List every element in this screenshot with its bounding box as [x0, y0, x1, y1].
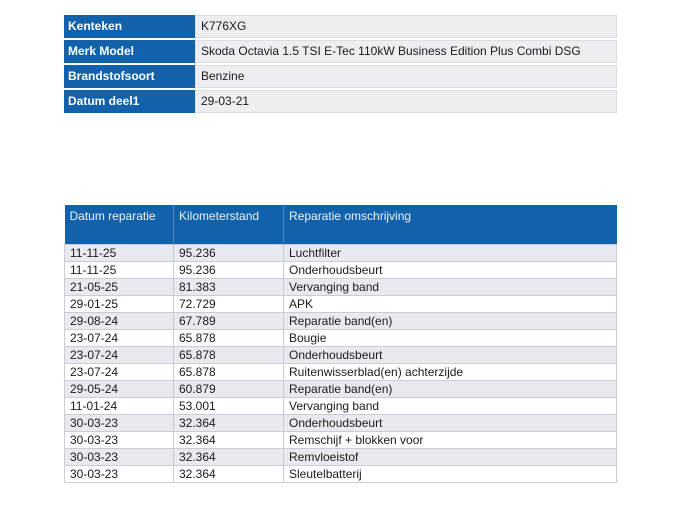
repair-cell-km: 67.789	[173, 311, 284, 330]
repair-cell-description: Reparatie band(en)	[283, 379, 617, 398]
repair-cell-description: Ruitenwisserblad(en) achterzijde	[283, 362, 617, 381]
repair-row: 29-05-24 60.879 Reparatie band(en)	[64, 379, 617, 398]
repair-row: 30-03-23 32.364 Remvloeistof	[64, 447, 617, 466]
repair-cell-km: 32.364	[173, 430, 284, 449]
repair-cell-km: 32.364	[173, 447, 284, 466]
vehicle-info-table: Kenteken K776XG Merk Model Skoda Octavia 1.…	[64, 15, 617, 113]
repair-cell-km: 72.729	[173, 294, 284, 313]
repair-cell-date: 30-03-23	[64, 430, 174, 449]
repair-cell-km: 53.001	[173, 396, 284, 415]
repair-row: 11-11-25 95.236 Luchtfilter	[64, 243, 617, 262]
repair-cell-date: 23-07-24	[64, 345, 174, 364]
repair-row: 30-03-23 32.364 Onderhoudsbeurt	[64, 413, 617, 432]
repair-cell-date: 29-01-25	[64, 294, 174, 313]
repair-cell-date: 30-03-23	[64, 413, 174, 432]
repair-table-body: 11-11-25 95.236 Luchtfilter 11-11-25 95.236 O…	[64, 243, 617, 483]
vehicle-info-value: Skoda Octavia 1.5 TSI E-Tec 110kW Busine…	[195, 40, 617, 63]
repair-cell-km: 32.364	[173, 413, 284, 432]
repair-table-column-header: Kilometerstand	[173, 205, 284, 244]
repair-cell-km: 95.236	[173, 243, 284, 262]
repair-cell-km: 65.878	[173, 328, 284, 347]
repair-cell-km: 32.364	[173, 464, 284, 483]
vehicle-info-value: K776XG	[195, 15, 617, 38]
repair-history-table: Datum reparatie Kilometerstand Reparatie o…	[64, 205, 617, 483]
repair-table-column-header: Reparatie omschrijving	[283, 205, 617, 244]
repair-cell-date: 11-11-25	[64, 243, 174, 262]
repair-cell-km: 65.878	[173, 362, 284, 381]
repair-cell-date: 23-07-24	[64, 362, 174, 381]
repair-cell-description: Luchtfilter	[283, 243, 617, 262]
repair-row: 29-08-24 67.789 Reparatie band(en)	[64, 311, 617, 330]
repair-cell-description: Vervanging band	[283, 396, 617, 415]
repair-cell-date: 23-07-24	[64, 328, 174, 347]
repair-row: 29-01-25 72.729 APK	[64, 294, 617, 313]
repair-table-column-header: Datum reparatie	[64, 205, 174, 244]
repair-cell-description: Onderhoudsbeurt	[283, 345, 617, 364]
repair-cell-km: 60.879	[173, 379, 284, 398]
vehicle-info-value: Benzine	[195, 65, 617, 88]
vehicle-info-label: Kenteken	[64, 15, 195, 38]
repair-cell-description: Remvloeistof	[283, 447, 617, 466]
repair-cell-description: Remschijf + blokken voor	[283, 430, 617, 449]
repair-cell-date: 30-03-23	[64, 464, 174, 483]
repair-cell-description: Vervanging band	[283, 277, 617, 296]
repair-cell-km: 95.236	[173, 260, 284, 279]
repair-cell-date: 29-05-24	[64, 379, 174, 398]
repair-row: 21-05-25 81.383 Vervanging band	[64, 277, 617, 296]
vehicle-info-value: 29-03-21	[195, 90, 617, 113]
vehicle-info-label: Datum deel1	[64, 90, 195, 113]
repair-cell-description: Reparatie band(en)	[283, 311, 617, 330]
repair-row: 11-11-25 95.236 Onderhoudsbeurt	[64, 260, 617, 279]
repair-table-header: Datum reparatie Kilometerstand Reparatie o…	[64, 205, 617, 244]
repair-table-header-row: Datum reparatie Kilometerstand Reparatie o…	[64, 205, 617, 244]
vehicle-info-label: Brandstofsoort	[64, 65, 195, 88]
repair-cell-date: 30-03-23	[64, 447, 174, 466]
repair-row: 11-01-24 53.001 Vervanging band	[64, 396, 617, 415]
vehicle-info-label: Merk Model	[64, 40, 195, 63]
repair-row: 30-03-23 32.364 Remschijf + blokken voor	[64, 430, 617, 449]
repair-cell-km: 65.878	[173, 345, 284, 364]
repair-row: 23-07-24 65.878 Ruitenwisserblad(en) achte…	[64, 362, 617, 381]
repair-cell-date: 11-11-25	[64, 260, 174, 279]
repair-cell-description: Bougie	[283, 328, 617, 347]
repair-cell-km: 81.383	[173, 277, 284, 296]
repair-cell-description: APK	[283, 294, 617, 313]
repair-cell-description: Onderhoudsbeurt	[283, 413, 617, 432]
repair-row: 30-03-23 32.364 Sleutelbatterij	[64, 464, 617, 483]
repair-cell-description: Onderhoudsbeurt	[283, 260, 617, 279]
repair-cell-date: 21-05-25	[64, 277, 174, 296]
repair-row: 23-07-24 65.878 Bougie	[64, 328, 617, 347]
repair-cell-date: 29-08-24	[64, 311, 174, 330]
repair-cell-description: Sleutelbatterij	[283, 464, 617, 483]
repair-row: 23-07-24 65.878 Onderhoudsbeurt	[64, 345, 617, 364]
repair-cell-date: 11-01-24	[64, 396, 174, 415]
